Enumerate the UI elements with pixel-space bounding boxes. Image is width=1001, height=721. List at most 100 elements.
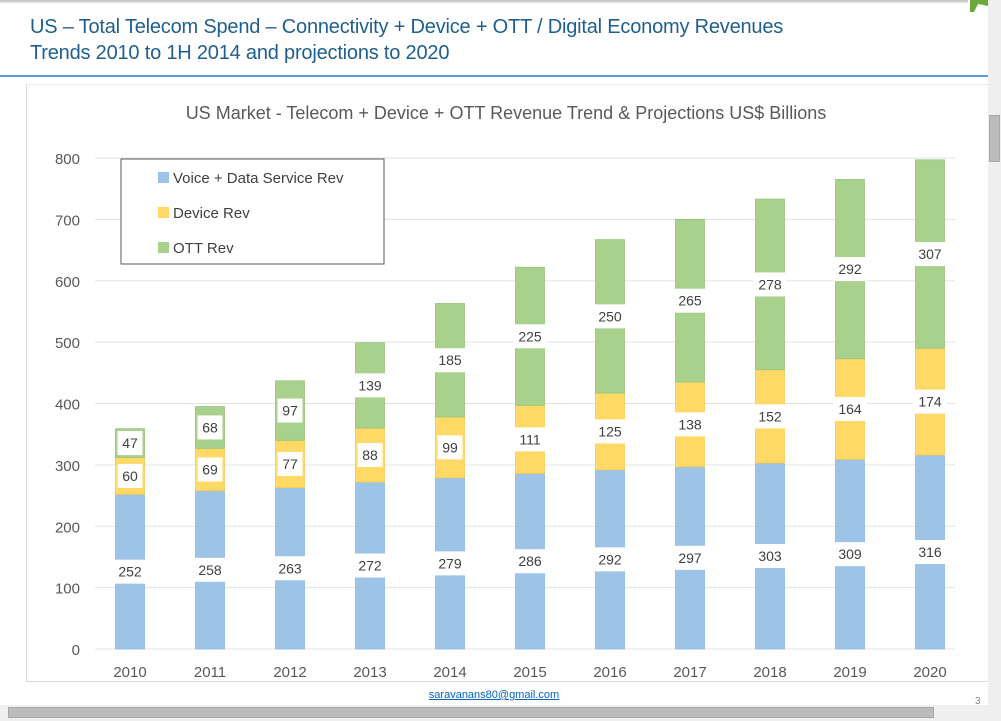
data-label-bg — [113, 559, 147, 584]
chart-title: US Market - Telecom + Device + OTT Reven… — [186, 103, 827, 123]
data-label: 152 — [758, 408, 782, 424]
slide-title: US – Total Telecom Spend – Connectivity … — [30, 14, 783, 66]
x-tick-label: 2012 — [273, 664, 306, 681]
x-tick-label: 2011 — [194, 664, 226, 681]
x-tick-label: 2016 — [593, 664, 626, 681]
y-tick-label: 0 — [72, 642, 80, 659]
slide: US – Total Telecom Spend – Connectivity … — [0, 0, 989, 707]
data-label-bg — [673, 412, 707, 437]
corner-leaf-icon — [970, 0, 988, 12]
data-label: 272 — [358, 558, 382, 574]
x-tick-label: 2010 — [113, 664, 146, 681]
data-label: 252 — [118, 564, 142, 580]
data-label-bg — [753, 544, 787, 569]
data-label: 309 — [838, 546, 862, 562]
x-tick-label: 2019 — [833, 664, 866, 681]
x-tick-label: 2013 — [353, 664, 386, 681]
data-label-bg — [197, 415, 223, 440]
data-label-bg — [193, 557, 227, 582]
data-label: 69 — [202, 461, 218, 477]
data-label-bg — [513, 324, 547, 349]
chart-legend: Voice + Data Service Rev Device Rev OTT Re… — [120, 158, 385, 265]
data-label: 99 — [442, 439, 458, 455]
page-number: 3 — [975, 696, 981, 707]
data-label: 250 — [598, 308, 622, 324]
data-label-bg — [913, 242, 947, 267]
data-label-bg — [753, 272, 787, 297]
data-label: 303 — [758, 548, 782, 564]
data-label: 111 — [519, 431, 540, 447]
title-divider — [0, 75, 988, 77]
data-label: 88 — [362, 447, 378, 463]
data-label: 138 — [678, 416, 702, 432]
data-label-bg — [197, 457, 223, 482]
data-label: 225 — [518, 328, 542, 344]
y-tick-label: 800 — [55, 151, 80, 168]
data-label: 307 — [918, 246, 942, 262]
data-label-bg — [117, 463, 143, 488]
slide-top-edge — [0, 0, 968, 3]
legend-label: OTT Rev — [173, 240, 234, 257]
data-label-bg — [833, 257, 867, 282]
data-label: 47 — [122, 435, 138, 451]
data-label-bg — [913, 389, 947, 414]
data-label: 164 — [838, 401, 862, 417]
data-label-bg — [433, 348, 467, 373]
data-label-bg — [833, 397, 867, 422]
legend-label: Voice + Data Service Rev — [173, 170, 344, 187]
data-label: 279 — [438, 555, 462, 571]
data-label: 297 — [678, 550, 702, 566]
y-tick-label: 400 — [55, 397, 80, 414]
data-label-bg — [273, 556, 307, 581]
stacked-bar-chart: US Market - Telecom + Device + OTT Reven… — [55, 103, 955, 681]
x-tick-label: 2020 — [913, 664, 946, 681]
x-tick-label: 2017 — [673, 664, 706, 681]
data-label-bg — [357, 443, 383, 468]
slide-title-line1: US – Total Telecom Spend – Connectivity … — [30, 16, 784, 38]
data-label-bg — [673, 545, 707, 570]
legend-swatch — [158, 207, 169, 218]
data-label: 258 — [198, 562, 222, 578]
data-label: 286 — [518, 553, 542, 569]
chart-frame — [26, 84, 989, 682]
data-label: 60 — [122, 468, 138, 484]
data-label-bg — [353, 553, 387, 578]
y-tick-label: 600 — [55, 274, 80, 291]
data-label-bg — [593, 547, 627, 572]
data-label-bg — [277, 398, 303, 423]
data-label-bg — [593, 419, 627, 444]
footer-email-link[interactable]: saravanans80@gmail.com — [428, 689, 560, 701]
data-label: 292 — [838, 261, 862, 277]
y-tick-label: 500 — [55, 335, 80, 352]
vertical-scrollbar-thumb[interactable] — [989, 115, 1000, 162]
data-label: 68 — [202, 419, 218, 435]
data-label: 265 — [678, 293, 702, 309]
y-tick-label: 100 — [55, 581, 80, 598]
data-label-bg — [513, 549, 547, 574]
legend-swatch — [158, 172, 169, 183]
slide-title-line2: Trends 2010 to 1H 2014 and projections t… — [30, 42, 450, 64]
data-label: 139 — [358, 377, 382, 393]
data-label-bg — [353, 373, 387, 398]
y-tick-label: 200 — [55, 519, 80, 536]
legend-label: Device Rev — [173, 205, 250, 222]
vertical-scrollbar[interactable] — [988, 0, 1001, 705]
x-tick-label: 2018 — [753, 664, 786, 681]
data-label-bg — [913, 540, 947, 565]
y-tick-label: 700 — [55, 212, 80, 229]
data-label: 97 — [282, 403, 298, 419]
x-tick-label: 2014 — [433, 664, 466, 681]
horizontal-scrollbar-thumb[interactable] — [8, 707, 934, 718]
x-tick-label: 2015 — [513, 664, 546, 681]
data-label: 77 — [282, 456, 298, 472]
data-label-bg — [433, 551, 467, 576]
data-label-bg — [593, 304, 627, 329]
y-tick-label: 300 — [55, 458, 80, 475]
data-label-bg — [277, 451, 303, 476]
data-label-bg — [437, 435, 463, 460]
data-label-bg — [513, 427, 547, 452]
data-label: 278 — [758, 276, 782, 292]
data-label: 292 — [598, 551, 622, 567]
data-label: 263 — [278, 560, 302, 576]
legend-swatch — [158, 242, 169, 253]
